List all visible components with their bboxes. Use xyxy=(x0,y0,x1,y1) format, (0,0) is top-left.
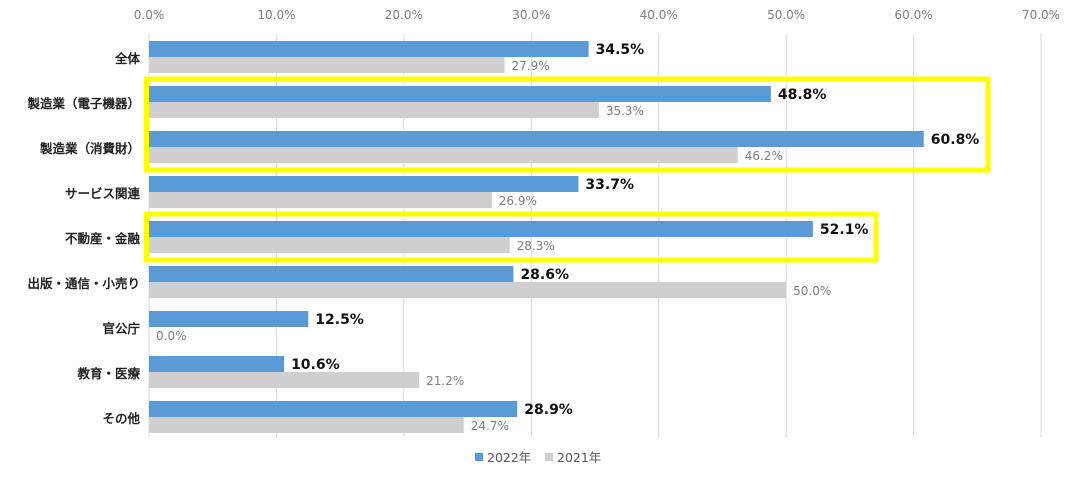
data-label-2022: 52.1% xyxy=(820,222,869,238)
category-label: サービス関連 xyxy=(65,186,141,201)
data-label-2021: 0.0% xyxy=(156,329,187,343)
bar-2022 xyxy=(149,311,309,327)
category-label: 教育・医療 xyxy=(76,366,140,381)
data-label-2021: 50.0% xyxy=(793,284,831,298)
legend-swatch-2022 xyxy=(475,453,483,461)
x-tick-label: 70.0% xyxy=(1022,8,1060,22)
bar-2022 xyxy=(149,131,924,147)
bar-2022 xyxy=(149,266,514,282)
bar-2022 xyxy=(149,41,589,57)
bar-2021 xyxy=(149,417,464,433)
x-tick-label: 10.0% xyxy=(257,8,295,22)
category-label: 不動産・金融 xyxy=(65,231,141,246)
x-tick-label: 60.0% xyxy=(895,8,933,22)
x-tick-label: 50.0% xyxy=(767,8,805,22)
category-label: 全体 xyxy=(114,51,141,66)
x-tick-label: 0.0% xyxy=(134,8,165,22)
bar-2022 xyxy=(149,176,579,192)
bar-2022 xyxy=(149,356,285,372)
data-label-2022: 12.5% xyxy=(315,312,364,328)
category-label: 製造業（消費財） xyxy=(39,141,140,156)
bar-2021 xyxy=(149,282,787,298)
data-label-2021: 26.9% xyxy=(499,194,537,208)
data-label-2021: 27.9% xyxy=(512,59,550,73)
data-label-2021: 35.3% xyxy=(606,104,644,118)
x-tick-label: 20.0% xyxy=(385,8,423,22)
data-label-2022: 60.8% xyxy=(931,132,980,148)
x-tick-label: 30.0% xyxy=(512,8,550,22)
data-label-2021: 28.3% xyxy=(517,239,555,253)
highlight-box xyxy=(144,76,991,173)
legend-swatch-2021 xyxy=(545,453,553,461)
category-label: 出版・通信・小売り xyxy=(27,276,140,291)
legend-label-2021: 2021年 xyxy=(557,450,601,465)
legend-label-2022: 2022年 xyxy=(487,450,531,465)
data-label-2021: 21.2% xyxy=(426,374,464,388)
data-label-2022: 33.7% xyxy=(585,177,634,193)
bar-2021 xyxy=(149,237,510,253)
highlight-box xyxy=(144,211,879,263)
bar-2021 xyxy=(149,147,738,163)
bar-2022 xyxy=(149,221,813,237)
data-label-2022: 28.9% xyxy=(524,402,573,418)
bar-2021 xyxy=(149,372,420,388)
data-label-2022: 48.8% xyxy=(778,87,827,103)
data-label-2021: 24.7% xyxy=(471,419,509,433)
data-label-2021: 46.2% xyxy=(745,149,783,163)
data-label-2022: 34.5% xyxy=(596,42,645,58)
bar-2021 xyxy=(149,57,505,73)
bar-2022 xyxy=(149,86,771,102)
bar-2021 xyxy=(149,102,599,118)
category-label: その他 xyxy=(102,411,140,426)
bar-2022 xyxy=(149,401,518,417)
bar-2021 xyxy=(149,192,492,208)
x-tick-label: 40.0% xyxy=(640,8,678,22)
category-label: 官公庁 xyxy=(102,321,140,336)
data-label-2022: 28.6% xyxy=(520,267,569,283)
data-label-2022: 10.6% xyxy=(291,357,340,373)
category-label: 製造業（電子機器） xyxy=(26,96,140,111)
